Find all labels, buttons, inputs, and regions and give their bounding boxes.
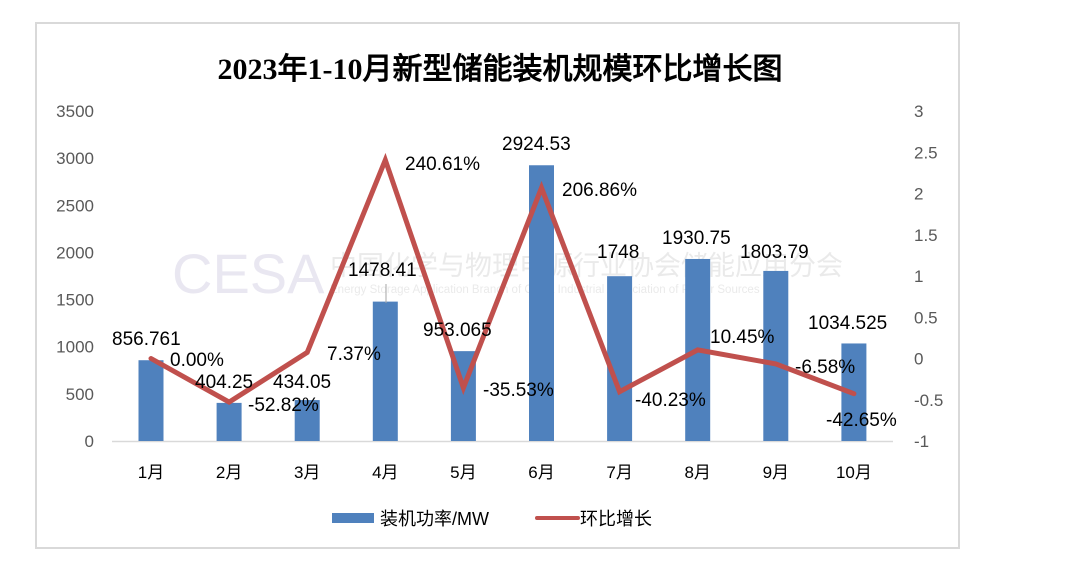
right-y-tick: 0 (914, 350, 923, 369)
x-tick: 8月 (684, 463, 710, 482)
left-y-tick: 500 (66, 385, 94, 404)
x-tick: 9月 (763, 463, 789, 482)
x-tick: 5月 (450, 463, 476, 482)
growth-value-label: 0.00% (170, 350, 224, 371)
growth-line (148, 152, 857, 405)
bar-value-label: 1803.79 (740, 242, 809, 263)
growth-value-label: -6.58% (795, 357, 855, 378)
x-tick: 6月 (528, 463, 554, 482)
bar-value-label: 1748 (597, 242, 639, 263)
bar-value-label: 404.25 (195, 372, 253, 393)
left-y-tick: 1500 (56, 291, 94, 310)
x-axis-labels: 1月 2月 3月 4月 5月 6月 7月 8月 9月 10月 (138, 463, 872, 482)
right-y-tick: 3 (914, 102, 923, 121)
right-y-tick: -0.5 (914, 391, 943, 410)
bar-2月 (216, 402, 242, 441)
right-y-tick: 1.5 (914, 226, 938, 245)
x-tick: 1月 (138, 463, 164, 482)
growth-value-label: -42.65% (826, 410, 897, 431)
x-tick: 10月 (836, 463, 872, 482)
legend-line-label: 环比增长 (580, 509, 652, 529)
right-y-tick: 1 (914, 267, 923, 286)
chart-title: 2023年1-10月新型储能装机规模环比增长图 (217, 53, 783, 86)
legend: 装机功率/MW 环比增长 (332, 509, 652, 529)
bar-value-label: 1034.525 (808, 313, 887, 334)
bar-value-label: 1478.41 (348, 260, 417, 281)
bar-data-labels: 856.761 404.25 434.05 1478.41 953.065 2924.53… (112, 134, 887, 393)
growth-value-label: -52.82% (248, 395, 319, 416)
left-y-tick: 3500 (56, 102, 94, 121)
right-y-tick: 0.5 (914, 308, 938, 327)
line-series (148, 152, 857, 405)
bar-value-label: 953.065 (423, 320, 492, 341)
growth-value-label: 206.86% (562, 180, 637, 201)
left-y-tick: 2000 (56, 243, 94, 262)
x-tick: 3月 (294, 463, 320, 482)
growth-value-label: 240.61% (405, 154, 480, 175)
right-y-tick: 2 (914, 185, 923, 204)
bar-value-label: 1930.75 (662, 228, 731, 249)
bar-9月 (763, 270, 789, 441)
line-data-labels: 0.00% -52.82% 7.37% 240.61% -35.53% 206.86% -4… (170, 154, 897, 431)
left-y-axis: 0 500 1000 1500 2000 2500 3000 3500 (56, 102, 94, 451)
bar-4月 (372, 301, 398, 441)
watermark-logo: CESA (172, 242, 325, 305)
legend-bar-swatch (332, 513, 374, 523)
x-tick: 7月 (606, 463, 632, 482)
watermark-cn: 中国化学与物理电源行业协会储能应用分会 (330, 251, 843, 281)
growth-value-label: -35.53% (483, 380, 554, 401)
left-y-tick: 2500 (56, 196, 94, 215)
growth-value-label: 10.45% (710, 327, 775, 348)
bar-value-label: 434.05 (273, 372, 331, 393)
x-tick: 2月 (216, 463, 242, 482)
bar-7月 (607, 276, 633, 441)
right-y-axis: -1 -0.5 0 0.5 1 1.5 2 2.5 3 (914, 102, 943, 451)
left-y-tick: 3000 (56, 149, 94, 168)
legend-bar-label: 装机功率/MW (380, 509, 489, 529)
right-y-tick: -1 (914, 432, 929, 451)
left-y-tick: 0 (85, 432, 94, 451)
bar-value-label: 2924.53 (502, 134, 571, 155)
bar-3月 (294, 400, 320, 441)
growth-value-label: 7.37% (327, 344, 381, 365)
right-y-tick: 2.5 (914, 143, 938, 162)
bar-value-label: 856.761 (112, 329, 181, 350)
bar-1月 (138, 360, 164, 441)
left-y-tick: 1000 (56, 338, 94, 357)
x-tick: 4月 (372, 463, 398, 482)
chart-frame (35, 22, 960, 549)
growth-value-label: -40.23% (635, 390, 706, 411)
bar-series (138, 165, 867, 441)
